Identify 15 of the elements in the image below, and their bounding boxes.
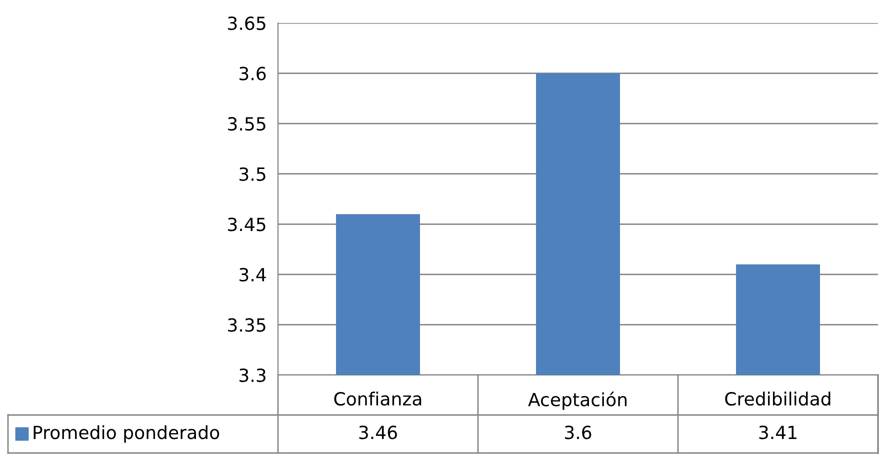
legend-label: Promedio ponderado [34, 425, 220, 443]
y-tick-label: 3.6 [240, 66, 266, 80]
y-tick-label: 3.5 [240, 167, 266, 181]
y-tick-label: 3.3 [240, 368, 266, 382]
x-tick-label: Aceptación [528, 392, 627, 410]
x-tick-label: Credibilidad [725, 392, 830, 406]
x-tick-label: Confianza [334, 392, 422, 406]
data-label: 3.41 [759, 426, 796, 440]
y-tick-label: 3.55 [228, 117, 266, 131]
y-tick-label: 3.35 [228, 318, 266, 332]
data-label: 3.46 [359, 426, 397, 440]
data-label: 3.6 [565, 426, 592, 440]
y-tick-label: 3.45 [228, 218, 266, 232]
y-tick-label: 3.65 [228, 16, 266, 30]
y-tick-label: 3.4 [240, 268, 266, 282]
